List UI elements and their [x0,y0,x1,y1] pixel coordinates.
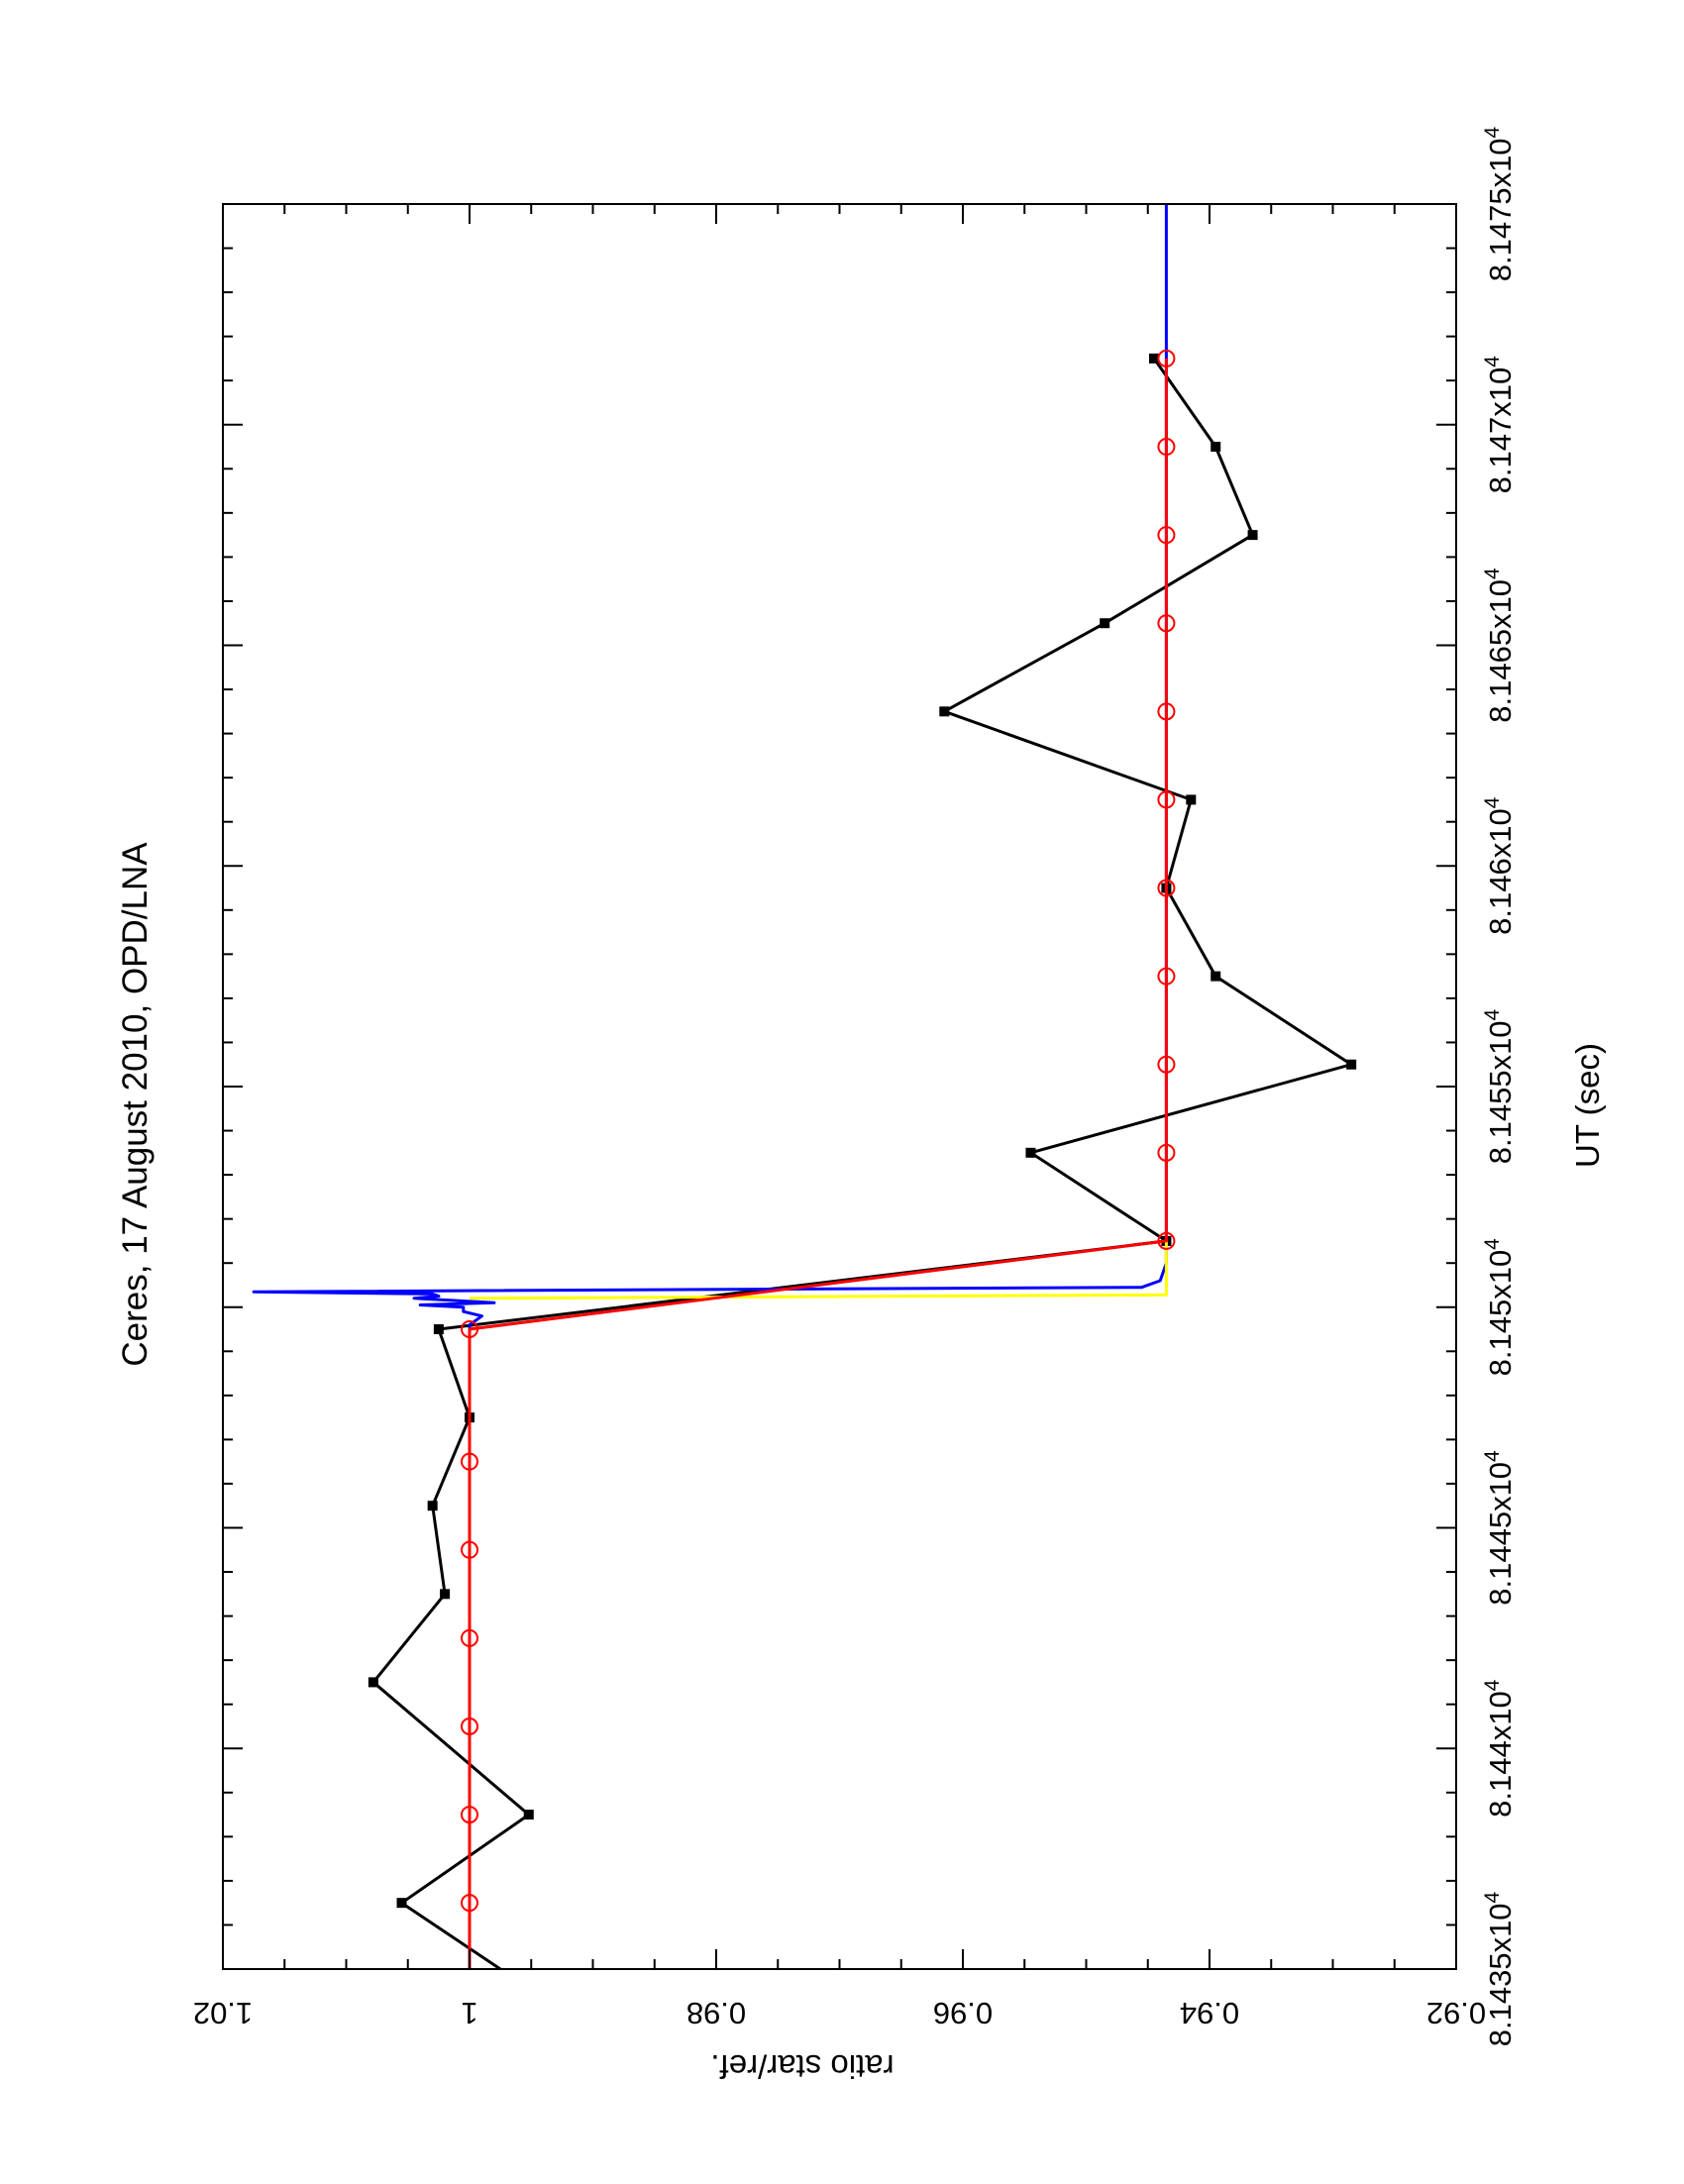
y-tick-label: 1 [461,1996,477,2030]
x-tick-label: 8.145x104 [1481,1238,1518,1377]
x-axis-label: UT (sec) [1569,1043,1606,1168]
y-tick-label: 0.92 [1426,1996,1486,2030]
x-tick-label: 8.1445x104 [1481,1450,1518,1606]
labels: Ceres, 17 August 2010, OPD/LNA UT (sec) … [116,842,1606,2085]
ticks: 8.1435x1048.144x1048.1445x1048.145x1048.… [193,126,1518,2046]
x-tick-mantissa: 8.1475x10 [1483,138,1518,281]
circle-marker [1157,614,1176,633]
circle-marker [1157,790,1176,809]
x-tick-label: 8.1435x104 [1481,1891,1518,2046]
circle-marker [461,1452,478,1471]
square-marker [1025,1147,1036,1158]
x-tick-label: 8.144x104 [1481,1679,1518,1818]
square-marker [1186,794,1197,805]
square-marker [396,1898,407,1909]
chart-title: Ceres, 17 August 2010, OPD/LNA [116,842,155,1367]
x-tick-mantissa: 8.147x10 [1483,367,1518,494]
square-marker [1100,618,1110,629]
x-tick-exponent: 4 [1481,568,1504,579]
square-marker [1210,442,1221,453]
circle-marker [461,1540,478,1559]
x-tick-mantissa: 8.146x10 [1483,808,1518,935]
circle-marker [1157,1055,1176,1074]
x-tick-exponent: 4 [1481,1450,1504,1462]
circle-marker [461,1806,478,1824]
x-tick-mantissa: 8.1455x10 [1483,1020,1518,1164]
circle-marker [461,1894,478,1913]
square-marker [1247,530,1258,541]
square-marker [1346,1059,1357,1070]
circle-marker [1157,967,1176,986]
series-line-3 [468,358,1168,1969]
x-tick-mantissa: 8.1445x10 [1483,1462,1518,1606]
square-marker [368,1677,378,1688]
y-tick-label: 1.02 [193,1996,253,2030]
x-tick-exponent: 4 [1481,126,1504,138]
circle-marker [461,1628,478,1647]
circle-marker [1157,702,1176,721]
circle-marker [1157,526,1176,545]
square-marker [427,1501,438,1511]
x-tick-label: 8.1465x104 [1481,568,1518,723]
series-line-0 [371,358,1353,1969]
x-tick-label: 8.147x104 [1481,356,1518,494]
circle-marker [461,1716,478,1735]
x-tick-mantissa: 8.1435x10 [1483,1903,1518,2046]
square-marker [440,1589,451,1600]
circle-marker [1157,879,1176,897]
x-tick-label: 8.1455x104 [1481,1008,1518,1164]
y-tick-label: 0.98 [686,1996,746,2030]
circle-marker [1157,1143,1176,1162]
square-marker [523,1810,534,1820]
series-line-1 [252,204,1168,1969]
y-tick-label: 0.96 [933,1996,993,2030]
circle-marker [1157,438,1176,457]
x-tick-mantissa: 8.1465x10 [1483,579,1518,723]
square-marker [939,706,950,717]
x-tick-exponent: 4 [1481,796,1504,808]
circle-marker [1157,349,1176,367]
square-marker [433,1324,444,1335]
x-tick-exponent: 4 [1481,1679,1504,1691]
x-tick-exponent: 4 [1481,1008,1504,1020]
square-marker [1210,971,1221,982]
x-tick-exponent: 4 [1481,356,1504,367]
x-tick-exponent: 4 [1481,1238,1504,1250]
x-tick-label: 8.1475x104 [1481,126,1518,281]
circle-marker [461,1320,478,1339]
x-tick-mantissa: 8.144x10 [1483,1691,1518,1818]
plot-marks [252,204,1357,1969]
x-tick-label: 8.146x104 [1481,796,1518,935]
x-tick-exponent: 4 [1481,1891,1504,1903]
circle-marker [1157,1231,1176,1250]
series-line-2 [469,1240,1168,1300]
x-tick-mantissa: 8.145x10 [1483,1250,1518,1377]
square-marker [1148,353,1159,364]
y-tick-label: 0.94 [1180,1996,1239,2030]
y-axis-label: ratio star/ref. [710,2048,894,2085]
